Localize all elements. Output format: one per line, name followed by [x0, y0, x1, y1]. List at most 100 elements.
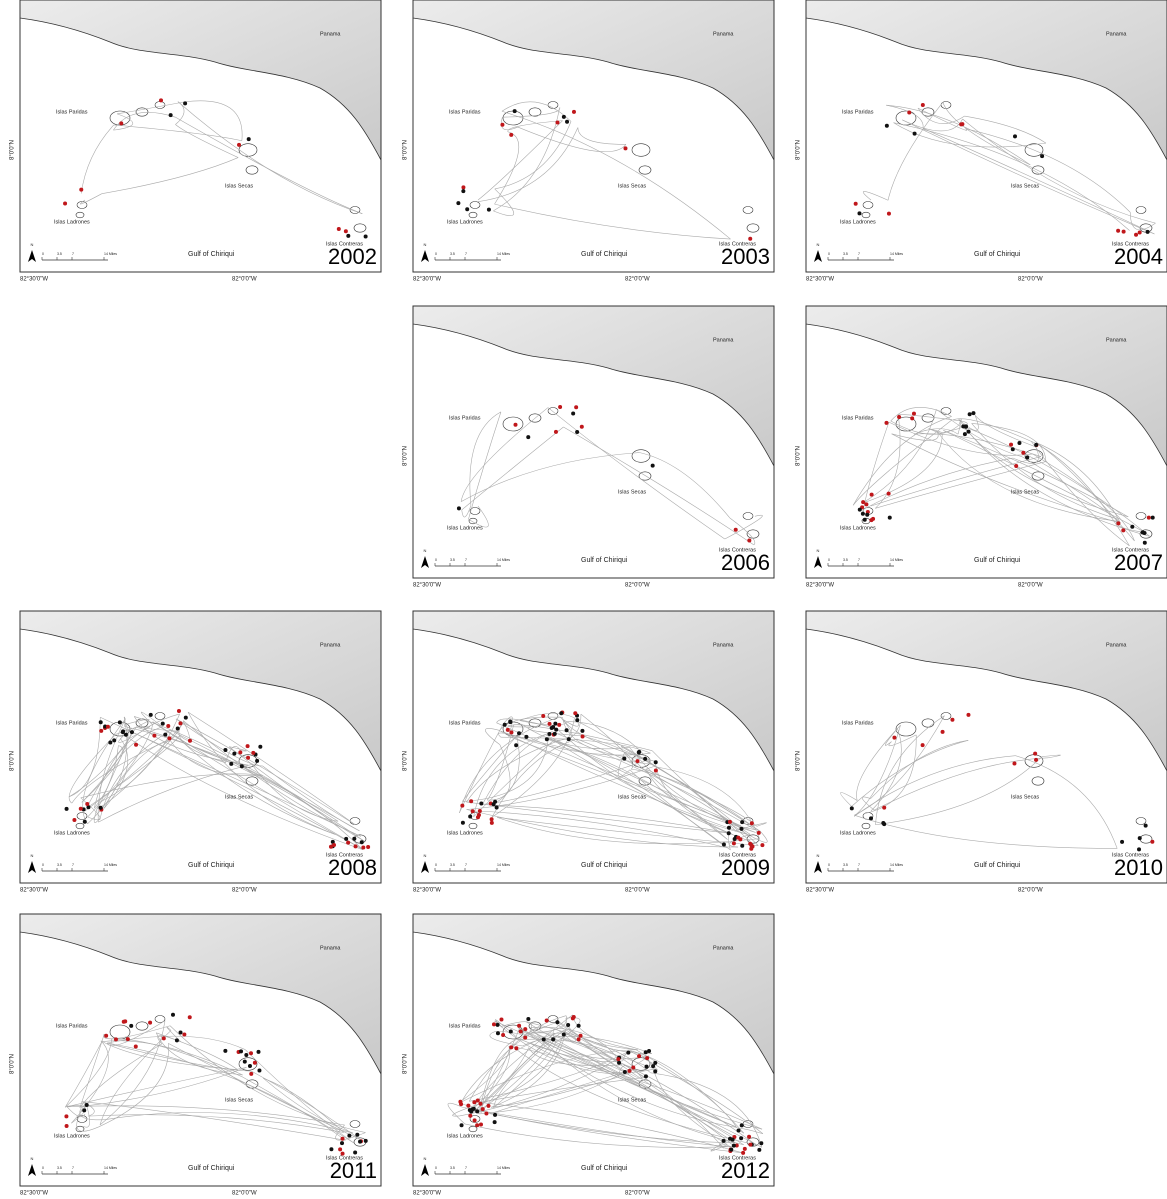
- island-label: Islas Secas: [1011, 183, 1039, 189]
- sea-label: Gulf of Chiriqui: [581, 251, 628, 258]
- island-label: Islas Ladrones: [447, 1133, 483, 1139]
- sighting: [579, 1034, 583, 1038]
- sighting: [637, 1054, 641, 1058]
- sighting: [573, 711, 577, 715]
- island: [632, 450, 650, 463]
- scale-label: 7: [858, 252, 860, 256]
- sighting: [740, 820, 744, 824]
- sea-label: Gulf of Chiriqui: [188, 1165, 235, 1172]
- sighting: [887, 212, 891, 216]
- sighting: [577, 1037, 581, 1041]
- sighting: [741, 1151, 745, 1155]
- island: [862, 823, 870, 829]
- sighting: [562, 1033, 566, 1037]
- sighting: [508, 720, 512, 724]
- sighting: [759, 1141, 763, 1145]
- sighting: [1138, 231, 1142, 235]
- sighting: [737, 1128, 741, 1132]
- sighting: [728, 820, 732, 824]
- sighting: [567, 737, 571, 741]
- island: [469, 1126, 477, 1132]
- island-label: Islas Secas: [618, 489, 646, 495]
- sighting: [251, 751, 255, 755]
- sighting: [257, 1069, 261, 1073]
- north-label: N: [817, 242, 820, 247]
- island-label: Islas Secas: [225, 1097, 253, 1103]
- sighting: [637, 750, 641, 754]
- sighting: [645, 1056, 649, 1060]
- sighting: [1151, 516, 1155, 520]
- map-panel: PanamaIslas ParidasIslas SecasIslas Ladr…: [796, 611, 1167, 894]
- sighting: [258, 745, 262, 749]
- year-label: 2012: [721, 1158, 770, 1183]
- lon-label: 82°0'0"W: [625, 1191, 650, 1197]
- sighting: [134, 743, 138, 747]
- sighting: [892, 736, 896, 740]
- sea-label: Gulf of Chiriqui: [581, 1165, 628, 1172]
- north-label: N: [424, 548, 427, 553]
- map-panel: PanamaIslas ParidasIslas SecasIslas Ladr…: [403, 0, 774, 283]
- scale-label: 7: [858, 558, 860, 562]
- sighting: [460, 804, 464, 808]
- sighting: [114, 1037, 118, 1041]
- island-label: Islas Ladrones: [54, 830, 90, 836]
- sighting: [353, 1151, 357, 1155]
- scale-label: 14 Miles: [104, 863, 117, 867]
- lat-label: 8°0'0"N: [403, 751, 409, 771]
- island: [1140, 835, 1152, 843]
- sighting: [468, 814, 472, 818]
- sighting: [169, 113, 173, 117]
- sighting: [465, 207, 469, 211]
- sighting: [545, 1019, 549, 1023]
- sighting: [249, 1051, 253, 1055]
- lon-label: 82°30'0"W: [413, 583, 441, 589]
- sighting: [238, 750, 242, 754]
- sighting: [478, 809, 482, 813]
- sighting: [460, 1123, 464, 1127]
- sighting: [888, 516, 892, 520]
- sighting: [246, 744, 250, 748]
- scale-label: 3.5: [57, 863, 62, 867]
- sighting: [247, 137, 251, 141]
- sighting: [340, 1141, 344, 1145]
- sighting: [631, 1065, 635, 1069]
- island: [639, 166, 651, 174]
- sighting: [971, 411, 975, 415]
- sighting: [749, 847, 753, 851]
- sighting: [166, 724, 170, 728]
- sighting: [364, 235, 368, 239]
- lon-label: 82°30'0"W: [20, 277, 48, 283]
- sighting: [243, 1060, 247, 1064]
- island: [469, 518, 477, 524]
- map-panel: PanamaIslas ParidasIslas SecasIslas Ladr…: [10, 914, 381, 1197]
- sighting: [72, 818, 76, 822]
- north-label: N: [31, 242, 34, 247]
- country-label: Panama: [320, 31, 341, 37]
- sighting: [548, 722, 552, 726]
- sighting: [361, 845, 365, 849]
- sighting: [572, 1015, 576, 1019]
- sighting: [734, 528, 738, 532]
- sighting: [651, 464, 655, 468]
- sighting: [148, 1021, 152, 1025]
- scale-label: 3.5: [450, 558, 455, 562]
- sighting: [622, 757, 626, 761]
- sighting: [492, 1022, 496, 1026]
- scale-label: 0: [828, 252, 830, 256]
- sighting: [550, 726, 554, 730]
- sighting: [1009, 443, 1013, 447]
- sighting: [732, 841, 736, 845]
- sighting: [760, 843, 764, 847]
- sighting: [575, 718, 579, 722]
- sighting: [175, 1038, 179, 1042]
- north-label: N: [424, 1156, 427, 1161]
- sighting: [574, 405, 578, 409]
- sighting: [541, 714, 545, 718]
- sighting: [337, 227, 341, 231]
- year-label: 2003: [721, 244, 770, 269]
- sighting: [739, 827, 743, 831]
- sighting: [237, 143, 241, 147]
- sighting: [354, 844, 358, 848]
- sighting: [162, 1036, 166, 1040]
- scale-label: 0: [42, 863, 44, 867]
